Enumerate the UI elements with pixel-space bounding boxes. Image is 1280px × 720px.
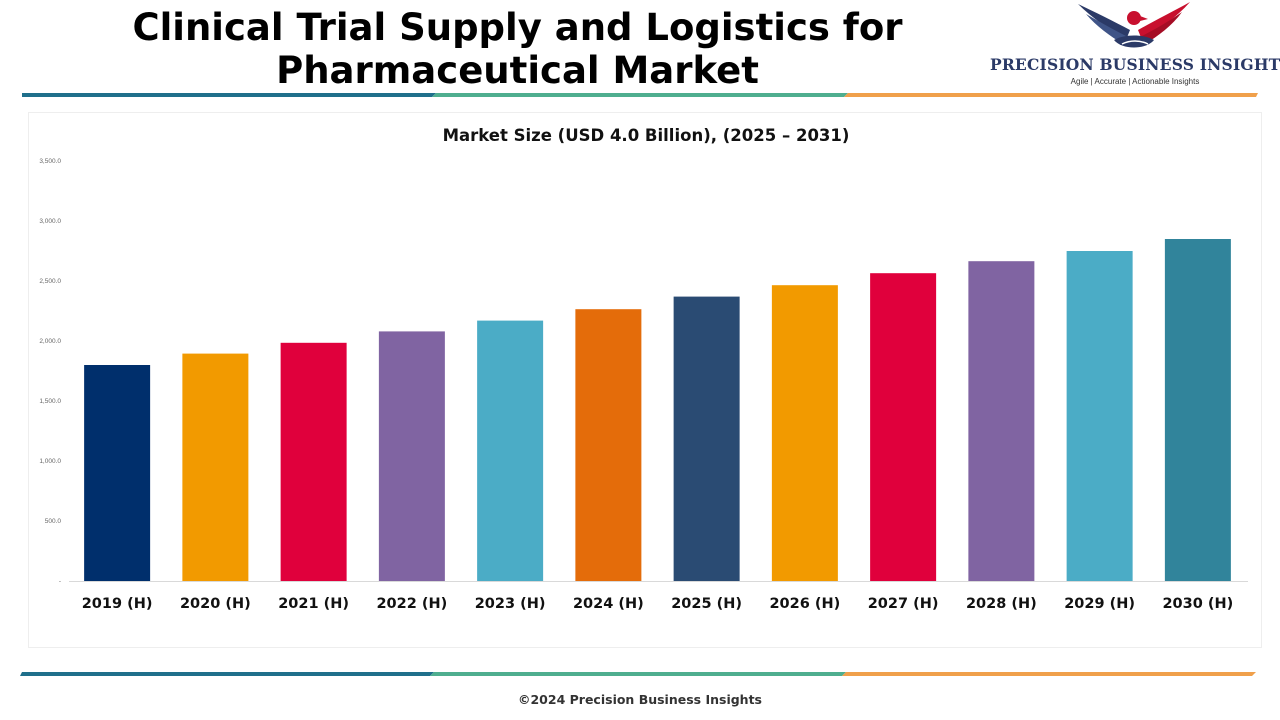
footer-stripe-green	[430, 672, 846, 676]
y-tick-label: 3,500.0	[39, 158, 61, 165]
logo-tagline: Agile | Accurate | Actionable Insights	[1070, 77, 1200, 86]
header-stripe-orange	[844, 93, 1258, 97]
bar-chart: Market Size (USD 4.0 Billion), (2025 – 2…	[39, 126, 1248, 612]
footer-stripe	[20, 672, 1256, 676]
x-tick-label: 2028 (H)	[966, 596, 1037, 612]
page-title: Clinical Trial Supply and Logistics for …	[132, 6, 903, 92]
x-tick-label: 2019 (H)	[82, 596, 153, 612]
bar-2025	[673, 296, 740, 581]
y-tick-label: 1,500.0	[39, 398, 61, 405]
footer-stripe-orange	[842, 672, 1256, 676]
y-tick-label: 500.0	[45, 518, 62, 525]
bar-2020	[182, 353, 249, 581]
header-stripe-blue	[22, 93, 436, 97]
y-tick-label: 2,500.0	[39, 278, 61, 285]
header-stripe-green	[432, 93, 848, 97]
y-tick-label: 3,000.0	[39, 218, 61, 225]
x-tick-label: 2025 (H)	[671, 596, 742, 612]
footer-stripe-blue	[20, 672, 434, 676]
y-tick-label: 2,000.0	[39, 338, 61, 345]
x-tick-label: 2026 (H)	[769, 596, 840, 612]
bar-2019	[84, 365, 151, 581]
bar-2023	[477, 320, 544, 581]
y-tick-label: 1,000.0	[39, 458, 61, 465]
y-axis: - 500.0 1,000.0 1,500.0 2,000.0 2,500.0 3,000.…	[39, 158, 61, 585]
company-logo: PRECISION BUSINESS INSIGHTS Agile | Accu…	[990, 0, 1280, 92]
x-tick-label: 2022 (H)	[376, 596, 447, 612]
chart-area: Market Size (USD 4.0 Billion), (2025 – 2…	[28, 112, 1262, 648]
bar-2028	[968, 261, 1035, 581]
y-tick-label: -	[59, 578, 61, 585]
x-tick-label: 2027 (H)	[868, 596, 939, 612]
chart-title: Market Size (USD 4.0 Billion), (2025 – 2…	[443, 126, 850, 145]
x-tick-label: 2020 (H)	[180, 596, 251, 612]
bar-2029	[1066, 251, 1133, 581]
x-tick-label: 2029 (H)	[1064, 596, 1135, 612]
bar-2030	[1164, 239, 1231, 581]
bar-2022	[378, 331, 445, 581]
bar-2024	[575, 309, 642, 581]
x-tick-label: 2023 (H)	[475, 596, 546, 612]
eagle-handshake-icon	[1078, 2, 1190, 48]
x-tick-label: 2024 (H)	[573, 596, 644, 612]
header-stripe	[22, 93, 1258, 97]
x-axis: 2019 (H) 2020 (H) 2021 (H) 2022 (H) 2023 (H)…	[69, 581, 1248, 612]
bar-2027	[870, 273, 937, 581]
bar-2026	[771, 285, 838, 581]
bar-2021	[280, 342, 347, 581]
bars	[84, 239, 1231, 581]
logo-company-name: PRECISION BUSINESS INSIGHTS	[990, 55, 1280, 74]
x-tick-label: 2021 (H)	[278, 596, 349, 612]
footer-copyright: ©2024 Precision Business Insights	[517, 692, 762, 707]
x-tick-label: 2030 (H)	[1162, 596, 1233, 612]
